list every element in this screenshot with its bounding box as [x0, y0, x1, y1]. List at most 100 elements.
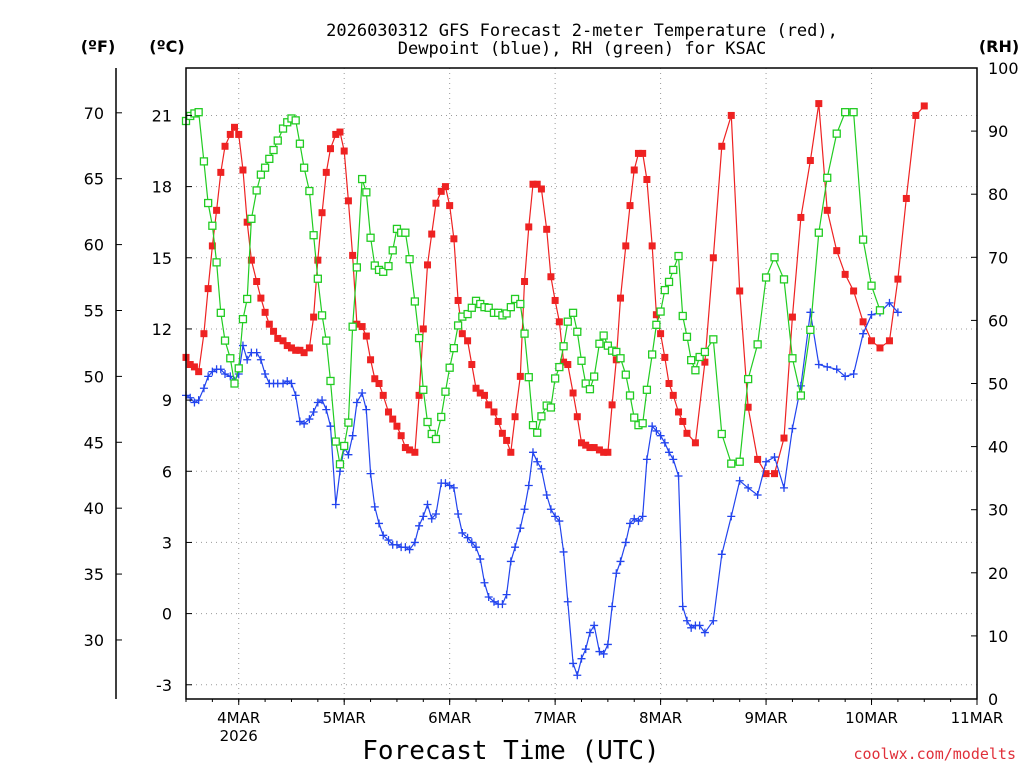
celsius-tick-label: 12 — [152, 320, 172, 339]
dewpoint-point — [717, 550, 726, 559]
dewpoint-point — [204, 372, 213, 381]
rh-point — [577, 356, 586, 365]
temperature-point — [384, 408, 392, 416]
temperature-point — [507, 448, 515, 456]
rh-point — [414, 333, 424, 343]
temperature-point — [709, 254, 717, 262]
rh-point — [563, 317, 572, 326]
dewpoint-point — [463, 533, 472, 542]
rh-point — [625, 391, 635, 400]
rh-point — [502, 309, 511, 318]
temperature-point — [247, 256, 255, 264]
rh-point — [252, 186, 261, 195]
rh-point — [212, 258, 221, 267]
dewpoint-point — [779, 483, 788, 492]
rh-point — [520, 329, 529, 338]
dewpoint-point — [616, 557, 625, 566]
rh-point — [550, 374, 560, 383]
temperature-point — [318, 209, 326, 217]
temperature-point — [675, 408, 683, 416]
dewpoint-point — [762, 457, 771, 466]
rh-point — [230, 379, 239, 388]
rh-point — [678, 311, 687, 321]
dewpoint-point — [431, 509, 440, 518]
temperature-point — [600, 448, 608, 456]
rh-point — [419, 385, 428, 394]
rh-point — [642, 385, 652, 394]
x-tick-label: 11MAR — [951, 709, 1004, 727]
dewpoint-point — [533, 457, 542, 466]
temperature-point — [718, 142, 726, 150]
dewpoint-point — [520, 505, 529, 514]
dewpoint-point — [331, 500, 340, 509]
rh-point — [621, 370, 630, 379]
rh-point — [247, 214, 256, 223]
series-layer — [181, 100, 928, 680]
rh-point — [612, 347, 621, 357]
temperature-point — [691, 439, 699, 447]
dewpoint-point — [638, 512, 647, 521]
dewpoint-point — [335, 467, 344, 476]
temperature-point — [446, 202, 454, 210]
dewpoint-point — [484, 592, 493, 601]
dewpoint-point — [279, 379, 288, 388]
rh-tick-label: 80 — [988, 185, 1008, 204]
rh-point — [410, 297, 420, 306]
temperature-point — [683, 429, 691, 437]
rh-point — [384, 261, 393, 271]
rh-point — [832, 129, 841, 138]
rh-point — [238, 314, 248, 324]
dewpoint-point — [700, 628, 709, 637]
dewpoint-point — [563, 597, 572, 606]
rh-point — [313, 274, 322, 283]
grid-lines — [186, 68, 977, 699]
temperature-point — [608, 401, 616, 409]
temperature-point — [547, 273, 555, 281]
temperature-point — [617, 294, 625, 302]
rh-point — [652, 320, 661, 329]
celsius-tick-label: 9 — [162, 391, 172, 410]
rh-point — [484, 303, 493, 312]
temperature-point — [213, 206, 221, 214]
temperature-point — [564, 361, 572, 369]
dewpoint-point — [665, 448, 674, 457]
temperature-point — [744, 403, 752, 411]
dewpoint-point — [305, 415, 314, 424]
rh-point — [366, 233, 375, 242]
rh-point — [199, 157, 209, 166]
temperature-point — [490, 408, 498, 416]
temperature-point — [292, 346, 300, 354]
rh-point — [603, 341, 613, 350]
temperature-point — [428, 230, 436, 238]
dewpoint-point — [362, 405, 371, 414]
dewpoint-point — [506, 557, 515, 566]
temperature-point — [661, 353, 669, 361]
temperature-point — [643, 175, 651, 183]
temperature-point — [582, 441, 590, 449]
temperature-point — [235, 130, 243, 138]
temperature-point — [221, 142, 229, 150]
temperature-point — [375, 380, 383, 387]
fahrenheit-tick-label: 50 — [84, 367, 104, 386]
temperature-point — [358, 323, 366, 331]
rh-tick-label: 100 — [988, 59, 1019, 78]
temperature-point — [630, 166, 638, 174]
temperature-point — [727, 111, 735, 119]
dewpoint-point — [682, 616, 691, 625]
celsius-tick-label: 0 — [162, 605, 172, 624]
temperature-point — [265, 320, 273, 328]
dewpoint-point — [581, 645, 590, 654]
rh-point — [431, 434, 441, 444]
rh-point — [220, 336, 230, 345]
dewpoint-point — [841, 372, 850, 381]
rh-point — [208, 221, 217, 230]
rh-tick-label: 60 — [988, 311, 1008, 330]
temperature-point — [283, 342, 291, 350]
temperature-point — [287, 344, 295, 352]
temperature-point — [472, 384, 480, 392]
temperature-point — [859, 318, 867, 326]
temperature-point — [525, 223, 533, 231]
temperature-point — [797, 213, 805, 221]
temperature-point — [401, 444, 409, 452]
